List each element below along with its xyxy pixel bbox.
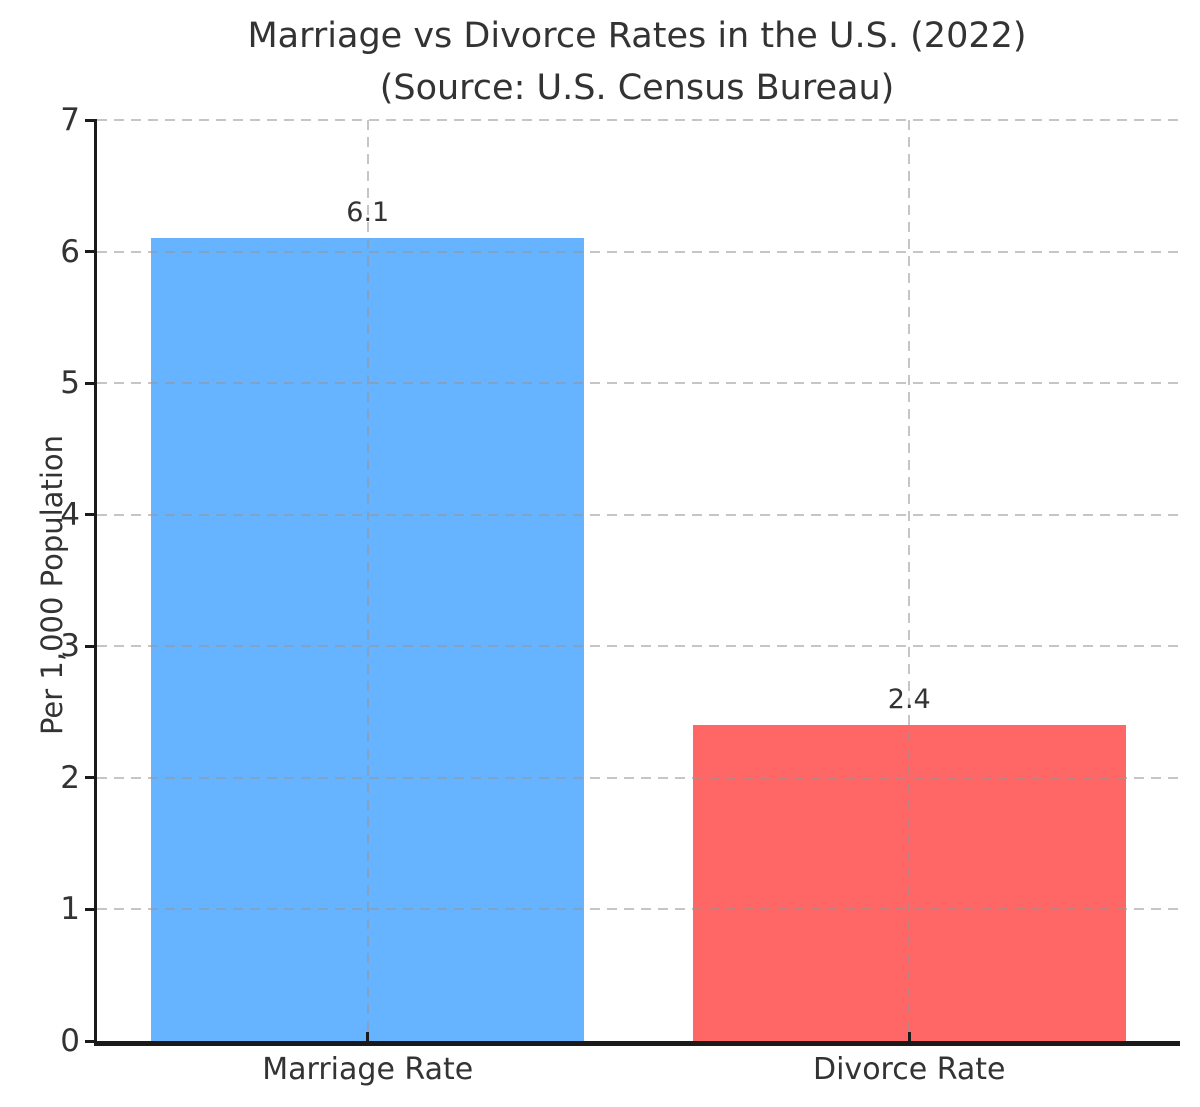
y-tick-mark bbox=[85, 1039, 97, 1043]
bar-labels-layer: 6.1 2.4 bbox=[97, 120, 1180, 1041]
y-tick-label: 0 bbox=[60, 1023, 80, 1059]
v-gridline bbox=[908, 120, 911, 1041]
h-gridline bbox=[97, 382, 1180, 385]
h-gridline bbox=[97, 513, 1180, 516]
h-gridline bbox=[97, 250, 1180, 253]
y-tick-mark bbox=[85, 118, 97, 122]
bar-value-label: 2.4 bbox=[887, 684, 931, 716]
chart-subtitle: (Source: U.S. Census Bureau) bbox=[379, 68, 895, 108]
y-tick-label: 1 bbox=[60, 891, 80, 928]
y-tick-label: 3 bbox=[60, 628, 80, 665]
y-tick-mark bbox=[85, 644, 97, 648]
chart-title: Marriage vs Divorce Rates in the U.S. (2… bbox=[247, 16, 1027, 56]
h-gridline bbox=[97, 776, 1180, 779]
v-gridline bbox=[366, 120, 369, 1041]
x-axis-ticks: Marriage Rate Divorce Rate bbox=[97, 1032, 1180, 1106]
y-tick-mark bbox=[85, 250, 97, 254]
y-tick-mark bbox=[85, 513, 97, 517]
y-tick-label: 6 bbox=[60, 233, 80, 270]
y-tick-label: 2 bbox=[60, 759, 80, 796]
x-tick-label: Marriage Rate bbox=[262, 1052, 474, 1087]
y-tick-mark bbox=[85, 776, 97, 780]
y-tick-label: 7 bbox=[60, 102, 80, 138]
h-gridline bbox=[97, 645, 1180, 648]
gridlines-layer bbox=[97, 119, 1180, 1041]
x-tick-mark bbox=[366, 1032, 370, 1043]
y-tick-mark bbox=[85, 381, 97, 385]
x-tick-mark bbox=[907, 1032, 911, 1043]
y-tick-mark bbox=[85, 907, 97, 911]
y-axis-ticks: 0 1 2 3 4 5 6 7 bbox=[0, 103, 97, 1058]
y-tick-label: 4 bbox=[60, 496, 80, 533]
plot-area: 6.1 2.4 bbox=[94, 119, 1180, 1046]
h-gridline bbox=[97, 119, 1180, 121]
x-tick-label: Divorce Rate bbox=[813, 1052, 1006, 1087]
h-gridline bbox=[97, 908, 1180, 911]
bar-value-label: 6.1 bbox=[346, 197, 390, 229]
y-tick-label: 5 bbox=[60, 365, 80, 402]
